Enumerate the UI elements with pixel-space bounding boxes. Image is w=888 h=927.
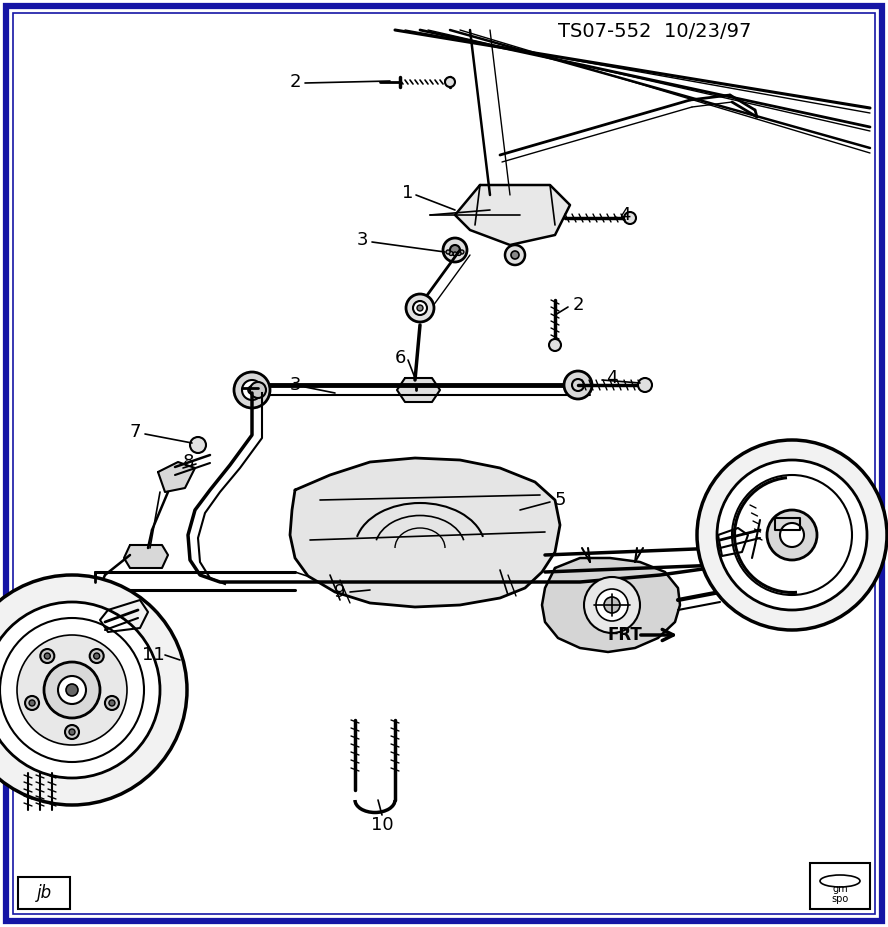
- Circle shape: [190, 437, 206, 453]
- Text: 4: 4: [607, 369, 618, 387]
- Circle shape: [0, 575, 187, 805]
- Circle shape: [109, 700, 115, 706]
- Polygon shape: [290, 458, 560, 607]
- Text: 2: 2: [289, 73, 301, 91]
- Circle shape: [457, 251, 461, 256]
- Polygon shape: [775, 518, 800, 530]
- Circle shape: [242, 380, 262, 400]
- Circle shape: [449, 251, 453, 256]
- Circle shape: [417, 305, 423, 311]
- Circle shape: [413, 301, 427, 315]
- Text: 5: 5: [554, 491, 566, 509]
- Circle shape: [44, 662, 100, 718]
- Polygon shape: [455, 185, 570, 245]
- Circle shape: [105, 696, 119, 710]
- Circle shape: [511, 251, 519, 259]
- Text: TS07-552  10/23/97: TS07-552 10/23/97: [559, 22, 751, 41]
- Circle shape: [638, 378, 652, 392]
- Circle shape: [697, 440, 887, 630]
- Circle shape: [460, 250, 464, 254]
- Bar: [810, 863, 870, 909]
- Polygon shape: [397, 378, 440, 402]
- Circle shape: [69, 729, 75, 735]
- Circle shape: [0, 602, 160, 778]
- Circle shape: [406, 294, 434, 322]
- Text: 1: 1: [402, 184, 414, 202]
- Ellipse shape: [820, 875, 860, 887]
- Circle shape: [17, 635, 127, 745]
- Circle shape: [780, 523, 804, 547]
- Circle shape: [717, 460, 867, 610]
- Circle shape: [596, 589, 628, 621]
- Circle shape: [453, 252, 457, 256]
- Text: 7: 7: [130, 423, 141, 441]
- Text: FRT: FRT: [607, 626, 642, 644]
- Text: 2: 2: [572, 296, 583, 314]
- Circle shape: [66, 684, 78, 696]
- Circle shape: [450, 245, 460, 255]
- Circle shape: [505, 245, 525, 265]
- Circle shape: [564, 371, 592, 399]
- Text: 6: 6: [394, 349, 406, 367]
- Circle shape: [767, 510, 817, 560]
- Circle shape: [443, 238, 467, 262]
- Text: 8: 8: [182, 453, 194, 471]
- Polygon shape: [124, 545, 168, 568]
- Circle shape: [58, 676, 86, 704]
- Text: gm: gm: [832, 884, 848, 894]
- Text: 9: 9: [334, 583, 345, 601]
- Circle shape: [250, 382, 266, 398]
- Polygon shape: [158, 462, 195, 492]
- Circle shape: [248, 386, 256, 394]
- Circle shape: [94, 653, 99, 659]
- Circle shape: [446, 250, 450, 254]
- Circle shape: [624, 212, 636, 224]
- Circle shape: [44, 653, 51, 659]
- Text: 10: 10: [370, 816, 393, 834]
- Polygon shape: [100, 600, 148, 632]
- Polygon shape: [542, 558, 680, 652]
- Text: 4: 4: [619, 206, 630, 224]
- Circle shape: [40, 649, 54, 663]
- Circle shape: [584, 577, 640, 633]
- Text: 3: 3: [289, 376, 301, 394]
- Circle shape: [445, 77, 455, 87]
- Circle shape: [29, 700, 35, 706]
- Text: 11: 11: [141, 646, 164, 664]
- Bar: [18, 877, 70, 909]
- Text: jb: jb: [36, 884, 52, 902]
- Text: 3: 3: [356, 231, 368, 249]
- Circle shape: [65, 725, 79, 739]
- Circle shape: [90, 649, 104, 663]
- Circle shape: [604, 597, 620, 613]
- Text: spo: spo: [831, 894, 849, 904]
- Circle shape: [234, 372, 270, 408]
- Polygon shape: [718, 528, 748, 556]
- Circle shape: [25, 696, 39, 710]
- Circle shape: [549, 339, 561, 351]
